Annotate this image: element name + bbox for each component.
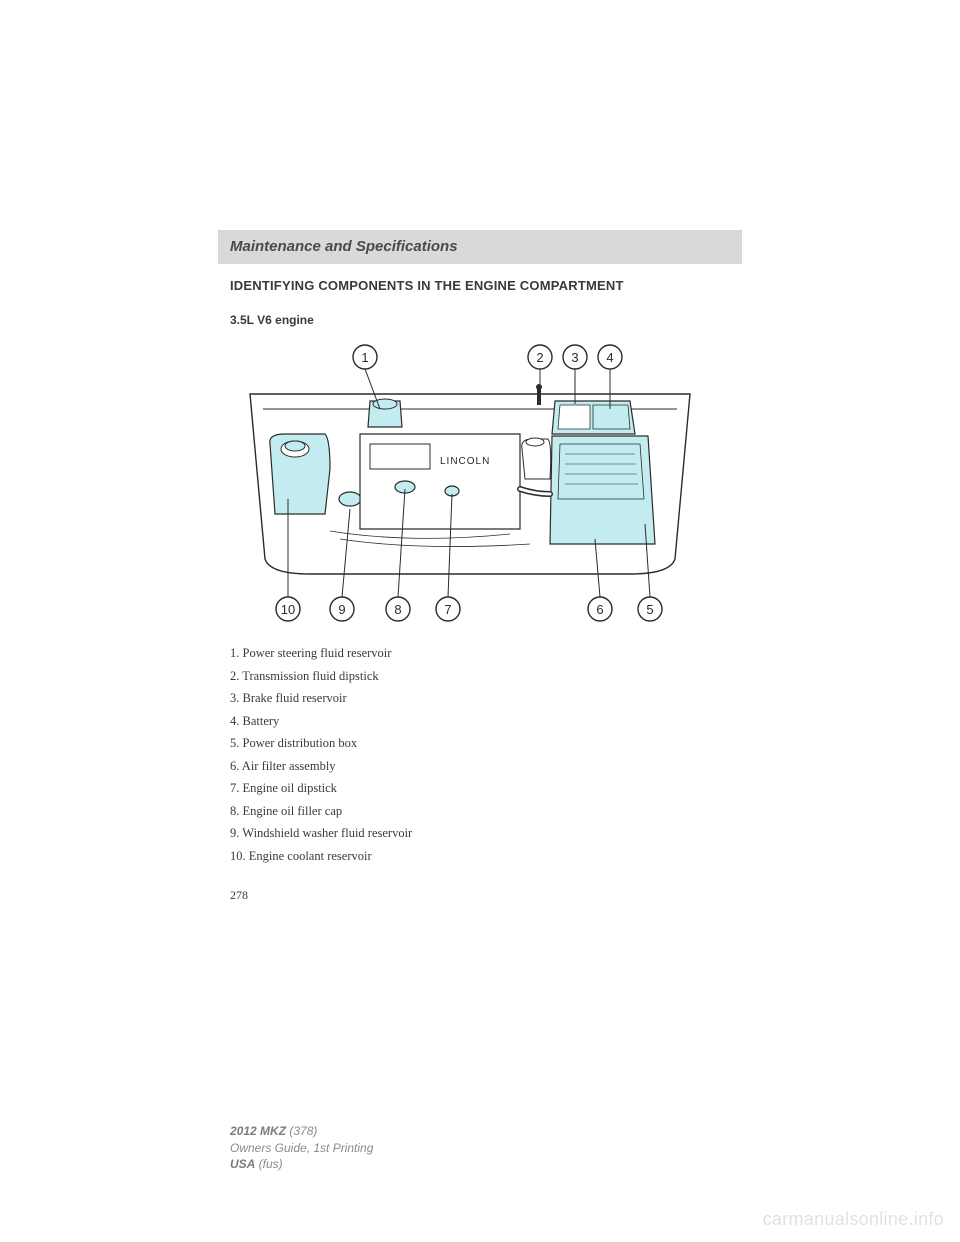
page-content: Maintenance and Specifications IDENTIFYI… [0, 0, 960, 903]
component-item: 4. Battery [230, 715, 730, 728]
engine-brand-label: LINCOLN [440, 456, 490, 467]
component-item: 2. Transmission fluid dipstick [230, 670, 730, 683]
engine-name: 3.5L V6 engine [230, 313, 730, 327]
component-item: 1. Power steering fluid reservoir [230, 647, 730, 660]
svg-text:9: 9 [338, 602, 345, 617]
page-number: 278 [230, 888, 730, 903]
footer-line-1: 2012 MKZ (378) [230, 1123, 373, 1139]
battery-top [593, 405, 630, 429]
aux-cap [526, 438, 544, 446]
component-list: 1. Power steering fluid reservoir 2. Tran… [230, 647, 730, 862]
trans-dipstick-handle [536, 384, 542, 390]
footer-model-bold: 2012 MKZ [230, 1124, 286, 1138]
svg-text:7: 7 [444, 602, 451, 617]
svg-text:5: 5 [646, 602, 653, 617]
footer-usa-rest: (fus) [255, 1157, 282, 1171]
component-item: 10. Engine coolant reservoir [230, 850, 730, 863]
component-item: 5. Power distribution box [230, 737, 730, 750]
svg-text:10: 10 [281, 602, 295, 617]
coolant-cap-top [285, 441, 305, 451]
component-item: 8. Engine oil filler cap [230, 805, 730, 818]
footer-usa-bold: USA [230, 1157, 255, 1171]
svg-text:6: 6 [596, 602, 603, 617]
svg-text:8: 8 [394, 602, 401, 617]
watermark: carmanualsonline.info [763, 1209, 944, 1230]
engine-diagram: LINCOLN [230, 339, 710, 629]
svg-text:3: 3 [571, 350, 578, 365]
svg-text:2: 2 [536, 350, 543, 365]
brake-reservoir [558, 405, 590, 429]
component-item: 9. Windshield washer fluid reservoir [230, 827, 730, 840]
section-title: IDENTIFYING COMPONENTS IN THE ENGINE COM… [230, 278, 730, 293]
chapter-title: Maintenance and Specifications [230, 238, 458, 255]
air-filter-lid [558, 444, 644, 499]
component-item: 6. Air filter assembly [230, 760, 730, 773]
footer-line-2: Owners Guide, 1st Printing [230, 1140, 373, 1156]
engine-cover-panel [370, 444, 430, 469]
footer-line-3: USA (fus) [230, 1156, 373, 1172]
footer-model-rest: (378) [286, 1124, 317, 1138]
svg-text:4: 4 [606, 350, 613, 365]
component-item: 3. Brake fluid reservoir [230, 692, 730, 705]
engine-svg: LINCOLN [230, 339, 710, 629]
washer-cap [339, 492, 361, 506]
component-item: 7. Engine oil dipstick [230, 782, 730, 795]
chapter-header-bar: Maintenance and Specifications [218, 230, 742, 264]
svg-text:1: 1 [361, 350, 368, 365]
footer-block: 2012 MKZ (378) Owners Guide, 1st Printin… [230, 1123, 373, 1172]
